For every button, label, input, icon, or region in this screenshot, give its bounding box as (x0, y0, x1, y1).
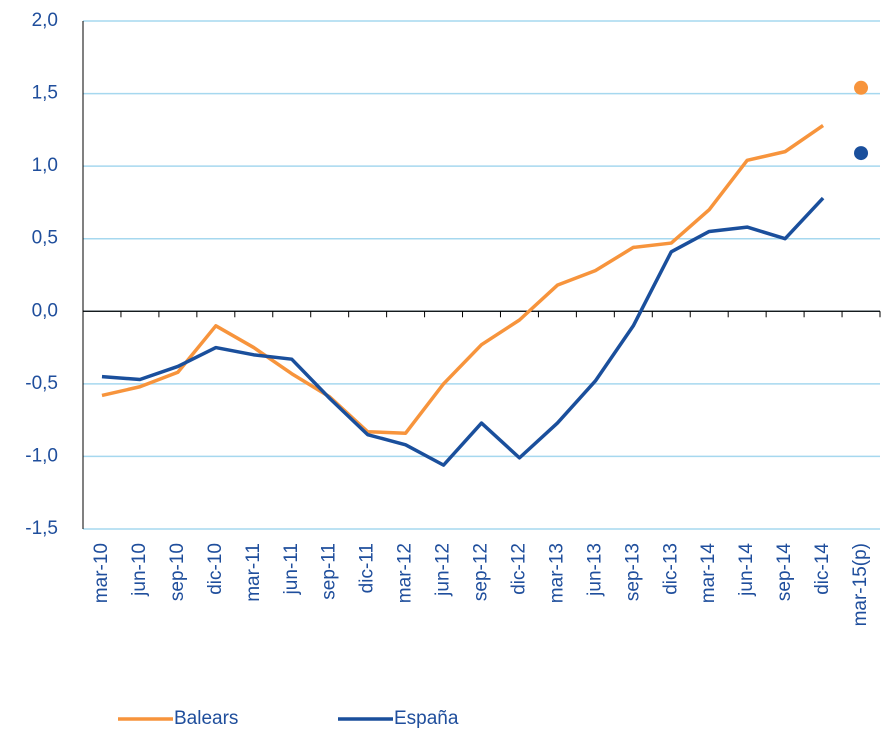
y-tick-label: -1,0 (25, 445, 58, 466)
forecast-point (854, 80, 869, 95)
x-tick-label: sep-11 (319, 543, 340, 600)
series-line (101, 124, 825, 435)
x-tick-label: jun-14 (736, 543, 757, 597)
y-tick-label: -1,5 (25, 518, 58, 539)
legend-label: España (394, 708, 459, 729)
x-tick-label: dic-10 (205, 543, 226, 595)
x-tick-label: sep-12 (471, 543, 492, 601)
y-tick-label: 1,5 (32, 83, 58, 104)
y-tick-label: 2,0 (32, 10, 58, 31)
legend-label: Balears (174, 708, 238, 729)
x-tick-label: dic-13 (660, 543, 681, 595)
x-tick-label: mar-13 (546, 543, 567, 603)
series-line (101, 196, 825, 467)
x-tick-label: jun-11 (281, 543, 302, 595)
x-tick-label: mar-11 (243, 543, 264, 602)
y-tick-label: -0,5 (25, 373, 58, 394)
x-tick-label: mar-15(p) (850, 543, 871, 626)
x-tick-label: sep-13 (622, 543, 643, 601)
x-tick-label: sep-10 (167, 543, 188, 601)
forecast-point (854, 146, 869, 161)
x-tick-label: mar-10 (91, 543, 112, 603)
x-tick-label: jun-10 (129, 543, 150, 597)
x-tick-label: mar-12 (395, 543, 416, 603)
y-tick-label: 1,0 (32, 155, 58, 176)
x-tick-label: dic-11 (357, 543, 378, 593)
y-tick-label: 0,0 (32, 300, 58, 321)
y-tick-label: 0,5 (32, 228, 58, 249)
x-tick-label: mar-14 (698, 543, 719, 604)
x-tick-label: sep-14 (774, 543, 795, 602)
x-tick-label: jun-13 (584, 543, 605, 597)
x-tick-label: dic-12 (508, 543, 529, 595)
x-tick-label: dic-14 (812, 543, 833, 595)
x-tick-label: jun-12 (433, 543, 454, 597)
